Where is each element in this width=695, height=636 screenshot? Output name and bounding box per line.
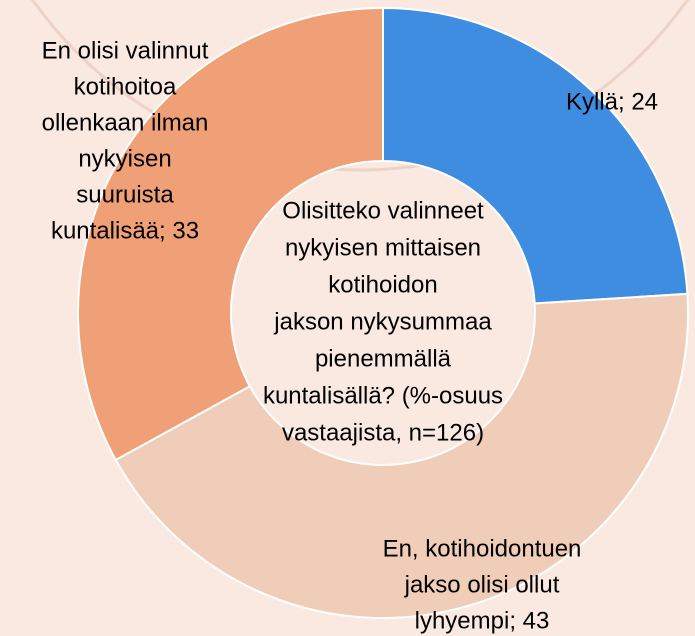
- slice-label: suuruista: [76, 181, 174, 208]
- slice-label: ollenkaan ilman: [42, 109, 209, 136]
- center-title: vastaajista, n=126): [282, 419, 484, 446]
- slice-label: Kyllä; 24: [566, 88, 658, 115]
- center-title: kotihoidon: [328, 271, 437, 298]
- slice-label: nykyisen: [78, 145, 171, 172]
- center-title: kuntalisällä? (%-osuus: [263, 382, 503, 409]
- slice-label: kuntalisää; 33: [51, 217, 199, 244]
- center-title: Olisitteko valinneet: [282, 197, 484, 224]
- donut-slice: [114, 292, 689, 619]
- slice-label: kotihoitoa: [74, 73, 177, 100]
- slice-label: En olisi valinnut: [42, 37, 209, 64]
- decor-arc: [30, 0, 690, 172]
- donut-slice: [382, 6, 689, 305]
- slice-label: lyhyempi; 43: [415, 607, 550, 634]
- center-title: nykyisen mittaisen: [285, 234, 481, 261]
- slice-label: En, kotihoidontuen: [383, 535, 582, 562]
- center-title: jakson nykysummaa: [273, 308, 492, 335]
- donut-slice: [77, 6, 384, 462]
- slice-label: jakso olisi ollut: [404, 571, 560, 598]
- center-title: pienemmällä: [315, 345, 452, 372]
